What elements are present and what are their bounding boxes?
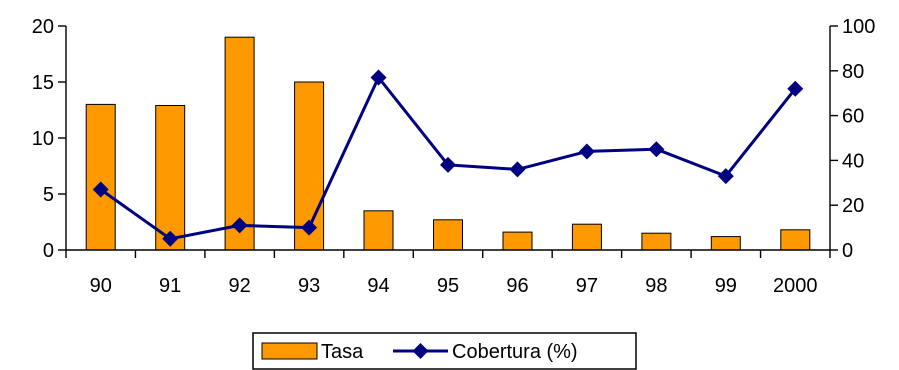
x-tick-label: 98 [645,275,667,297]
marker-95 [440,156,456,173]
y-right-tick-label: 40 [842,150,864,172]
bar-91 [155,105,186,251]
marker-90 [92,181,109,198]
bar-99 [710,236,741,251]
bar-96 [502,231,533,251]
marker-93 [301,219,318,236]
marker-96 [509,161,526,178]
legend-label-tasa: Tasa [321,341,364,363]
y-left-tick-label: 20 [32,16,54,38]
y-right-tick-label: 60 [842,106,864,128]
x-tick-label: 95 [437,275,459,297]
x-tick-label: 91 [159,275,181,297]
marker-2000 [787,80,804,97]
legend-swatch-cobertura-marker [412,343,429,359]
y-left-tick-label: 0 [43,240,54,262]
bar-97 [571,223,602,251]
x-tick-label: 90 [90,275,112,297]
bars [85,36,811,251]
y-right-tick-label: 100 [842,16,875,38]
bar-98 [641,232,672,251]
bar-90 [85,103,116,251]
bar-95 [433,219,463,251]
marker-94 [370,69,387,86]
bar-2000 [780,229,811,251]
y-right-tick-label: 80 [842,61,864,83]
line-series [92,69,804,247]
axes [58,25,838,258]
bar-92 [224,36,255,251]
x-tick-label: 2000 [773,275,818,297]
x-tick-label: 97 [576,275,598,297]
marker-99 [717,168,734,185]
legend-swatch-tasa [261,342,318,360]
marker-92 [231,217,248,234]
y-right-tick-label: 0 [842,240,853,262]
marker-97 [578,143,595,160]
x-tick-label: 92 [229,275,251,297]
marker-98 [648,141,665,158]
x-tick-label: 93 [298,275,320,297]
legend-label-cobertura: Cobertura (%) [452,341,578,363]
x-tick-label: 99 [715,275,737,297]
y-left-tick-label: 15 [32,72,54,94]
bar-94 [363,210,394,251]
tick-labels: 0 5 10 15 20 0 20 40 60 80 100 90 91 92 93 94 95 96 97 98 99… [32,16,876,297]
x-tick-label: 94 [367,275,389,297]
legend: Tasa Cobertura (%) [252,332,637,370]
marker-91 [162,230,179,247]
y-right-tick-label: 20 [842,195,864,217]
y-left-tick-label: 5 [43,184,54,206]
y-left-tick-label: 10 [32,128,54,150]
x-tick-label: 96 [506,275,528,297]
